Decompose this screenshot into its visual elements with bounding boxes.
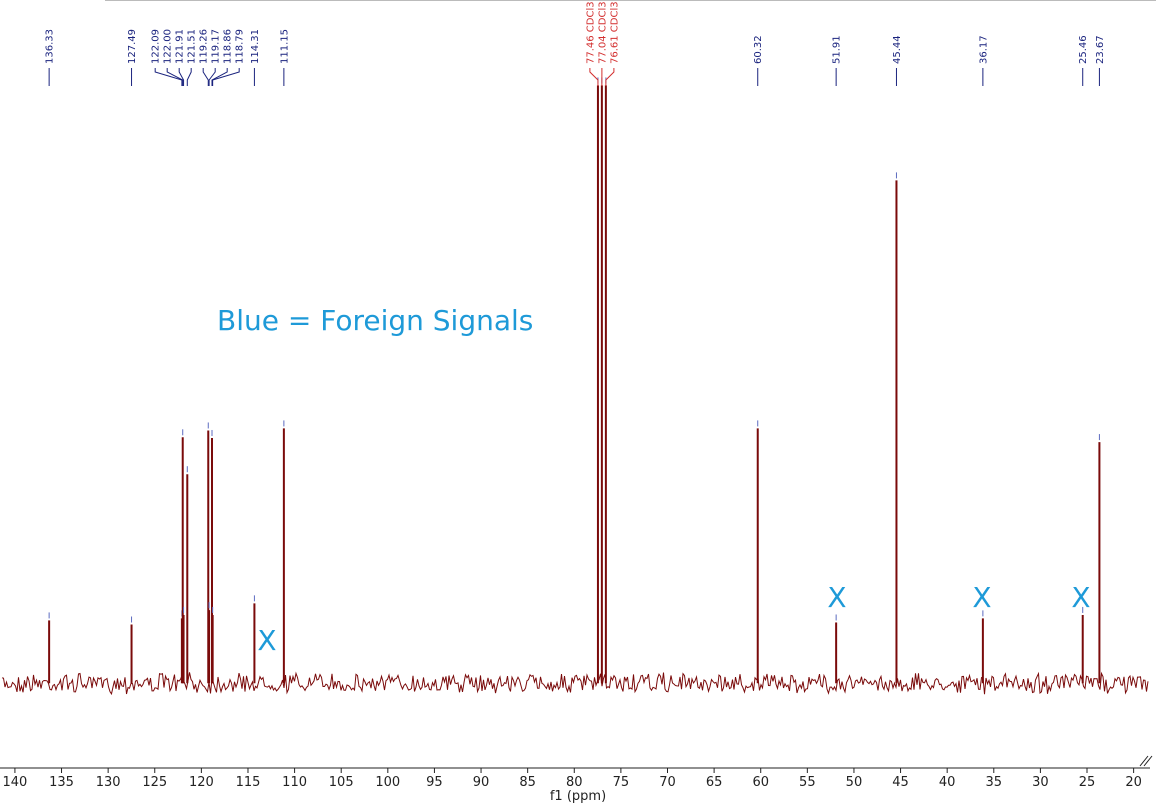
peak-label: 121.91 [175, 29, 186, 64]
peak-label: 127.49 [127, 29, 138, 64]
peak-label: 136.33 [45, 29, 56, 64]
label-leader [208, 68, 216, 86]
peak-label: 122.00 [163, 29, 174, 64]
x-tick-label: 30 [1032, 775, 1049, 790]
baseline-noise [1, 671, 1149, 696]
annotation-x: X [1071, 581, 1090, 614]
x-tick-label: 45 [892, 775, 909, 790]
peak-label: 76.61 CDCl3 [609, 1, 620, 64]
label-leader [154, 68, 183, 86]
x-tick-label: 135 [49, 775, 74, 790]
peak-label: 25.46 [1078, 35, 1089, 64]
x-tick-label: 140 [3, 775, 28, 790]
x-tick-label: 40 [939, 775, 956, 790]
peak-label: 119.17 [211, 29, 222, 64]
peak-label: 111.15 [279, 29, 290, 64]
peak-label: 118.86 [223, 29, 234, 64]
axis-break [1139, 755, 1153, 767]
peak-label: 51.91 [832, 35, 843, 64]
annotation-legend: Blue = Foreign Signals [217, 304, 533, 337]
annotation-x: X [827, 581, 846, 614]
peak-label: 118.79 [235, 29, 246, 64]
label-leader [202, 68, 209, 86]
annotation-x: X [257, 624, 276, 657]
x-tick-label: 70 [659, 775, 676, 790]
x-axis-label: f1 (ppm) [550, 789, 606, 804]
label-leader [211, 68, 228, 86]
x-tick-label: 125 [142, 775, 167, 790]
peak-label: 60.32 [753, 35, 764, 64]
x-tick-label: 120 [189, 775, 214, 790]
x-tick-label: 110 [282, 775, 307, 790]
x-tick-label: 75 [613, 775, 630, 790]
peak-label: 45.44 [892, 35, 903, 64]
x-tick-label: 65 [706, 775, 723, 790]
label-leader [212, 68, 240, 86]
peak-label: 36.17 [978, 35, 989, 64]
label-leader [589, 68, 599, 86]
label-leader [166, 68, 184, 86]
label-leader [186, 68, 192, 86]
x-tick-label: 50 [846, 775, 863, 790]
annotation-x: X [972, 581, 991, 614]
peak-label: 119.26 [199, 29, 210, 64]
x-tick-label: 130 [96, 775, 121, 790]
x-tick-label: 60 [752, 775, 769, 790]
x-tick-label: 25 [1079, 775, 1096, 790]
x-tick-label: 105 [329, 775, 354, 790]
x-tick-label: 35 [986, 775, 1003, 790]
x-tick-label: 115 [236, 775, 261, 790]
peak-label: 77.46 CDCl3 [585, 1, 596, 64]
peak-label: 121.51 [187, 29, 198, 64]
label-leader [605, 68, 615, 86]
x-tick-label: 100 [375, 775, 400, 790]
peak-label: 23.67 [1095, 35, 1106, 64]
x-tick-label: 20 [1125, 775, 1142, 790]
x-tick-label: 80 [566, 775, 583, 790]
x-tick-label: 90 [473, 775, 490, 790]
peak-label: 122.09 [151, 29, 162, 64]
peak-label: 114.31 [250, 29, 261, 64]
x-tick-label: 95 [426, 775, 443, 790]
x-tick-label: 85 [519, 775, 536, 790]
x-tick-label: 55 [799, 775, 816, 790]
label-leader [178, 68, 185, 86]
peak-label: 77.04 CDCl3 [597, 1, 608, 64]
